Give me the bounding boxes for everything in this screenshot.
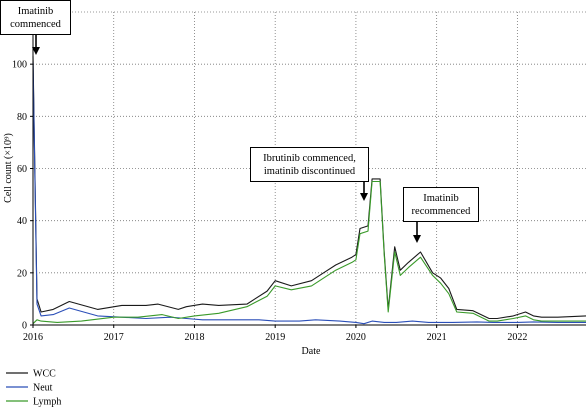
axes: 0204060801001202016201720182019202020212…: [12, 8, 586, 343]
y-tick-label: 80: [17, 112, 27, 123]
annotation-arrowhead: [360, 193, 368, 201]
x-tick-label: 2022: [507, 332, 527, 343]
y-tick-label: 60: [17, 164, 27, 175]
annotations: Imatinib commenced Ibrutinib commenced, ima…: [0, 0, 479, 243]
series-line-lymph: [32, 180, 586, 325]
annotation-arrowhead: [413, 235, 421, 243]
y-tick-label: 100: [12, 60, 27, 71]
x-tick-label: 2021: [427, 332, 447, 343]
plot-lines: [32, 56, 586, 325]
legend: WCC Neut Lymph: [6, 369, 61, 408]
y-tick-label: 20: [17, 268, 27, 279]
y-tick-label: 0: [22, 321, 27, 332]
series-line-wcc: [32, 56, 586, 320]
annotation-text: imatinib discontinued: [264, 166, 356, 177]
legend-label: Neut: [33, 383, 53, 394]
annotation-box: [250, 147, 369, 182]
x-tick-label: 2018: [184, 332, 204, 343]
annotation-text: recommenced: [412, 206, 472, 217]
series-line-neut: [32, 61, 586, 325]
x-tick-label: 2019: [265, 332, 285, 343]
y-tick-label: 40: [17, 216, 27, 227]
x-tick-label: 2016: [23, 332, 43, 343]
y-axis-title: Cell count (×10⁹): [3, 133, 14, 203]
annotation-text: Ibrutinib commenced,: [263, 153, 356, 164]
annotation-box: [403, 187, 479, 222]
x-tick-label: 2017: [104, 332, 124, 343]
x-axis-title: Date: [302, 346, 321, 357]
annotation-text: commenced: [10, 19, 61, 30]
legend-label: WCC: [33, 369, 56, 380]
legend-label: Lymph: [33, 397, 61, 408]
x-tick-label: 2020: [346, 332, 366, 343]
annotation-text: Imatinib: [423, 193, 459, 204]
annotation-text: Imatinib: [18, 6, 54, 17]
annotation-arrowhead: [32, 47, 40, 55]
